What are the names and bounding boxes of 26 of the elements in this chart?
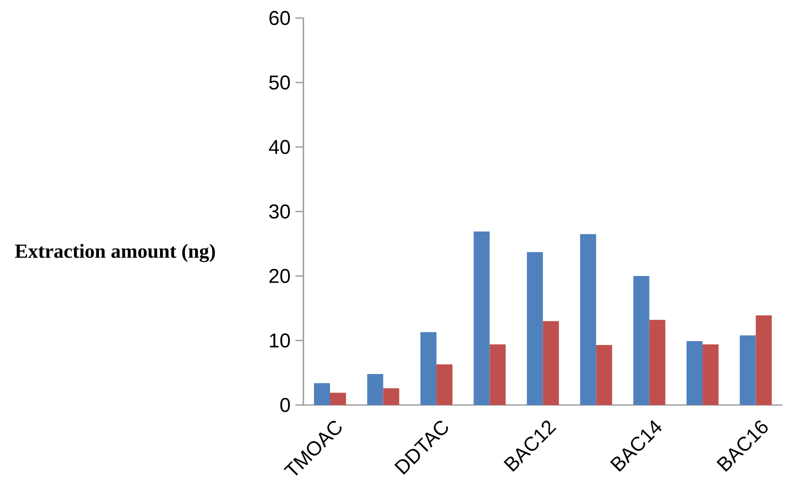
- bar: [420, 332, 436, 405]
- y-axis-title: Extraction amount (ng): [15, 244, 215, 262]
- bar: [633, 276, 650, 405]
- bar: [740, 335, 756, 405]
- bar: [756, 315, 772, 405]
- y-tick-label: 40: [268, 140, 290, 154]
- bar: [542, 321, 559, 405]
- bar: [702, 344, 719, 405]
- bar: [474, 231, 490, 405]
- bar: [649, 320, 666, 405]
- bar: [436, 364, 452, 405]
- y-tick-label: 50: [269, 75, 290, 90]
- bar: [686, 341, 703, 405]
- y-tick-label: 60: [269, 10, 290, 26]
- bar: [367, 374, 384, 405]
- y-tick-label: 0: [280, 398, 290, 412]
- bar: [526, 252, 543, 405]
- y-tick-label: 10: [270, 333, 290, 348]
- bar: [314, 383, 330, 405]
- bar: [580, 234, 596, 405]
- bar: [383, 388, 400, 405]
- bar: [330, 392, 346, 405]
- bar: [596, 345, 612, 405]
- bar: [490, 344, 506, 405]
- y-tick-label: 20: [269, 268, 290, 284]
- y-tick-label: 30: [269, 204, 290, 219]
